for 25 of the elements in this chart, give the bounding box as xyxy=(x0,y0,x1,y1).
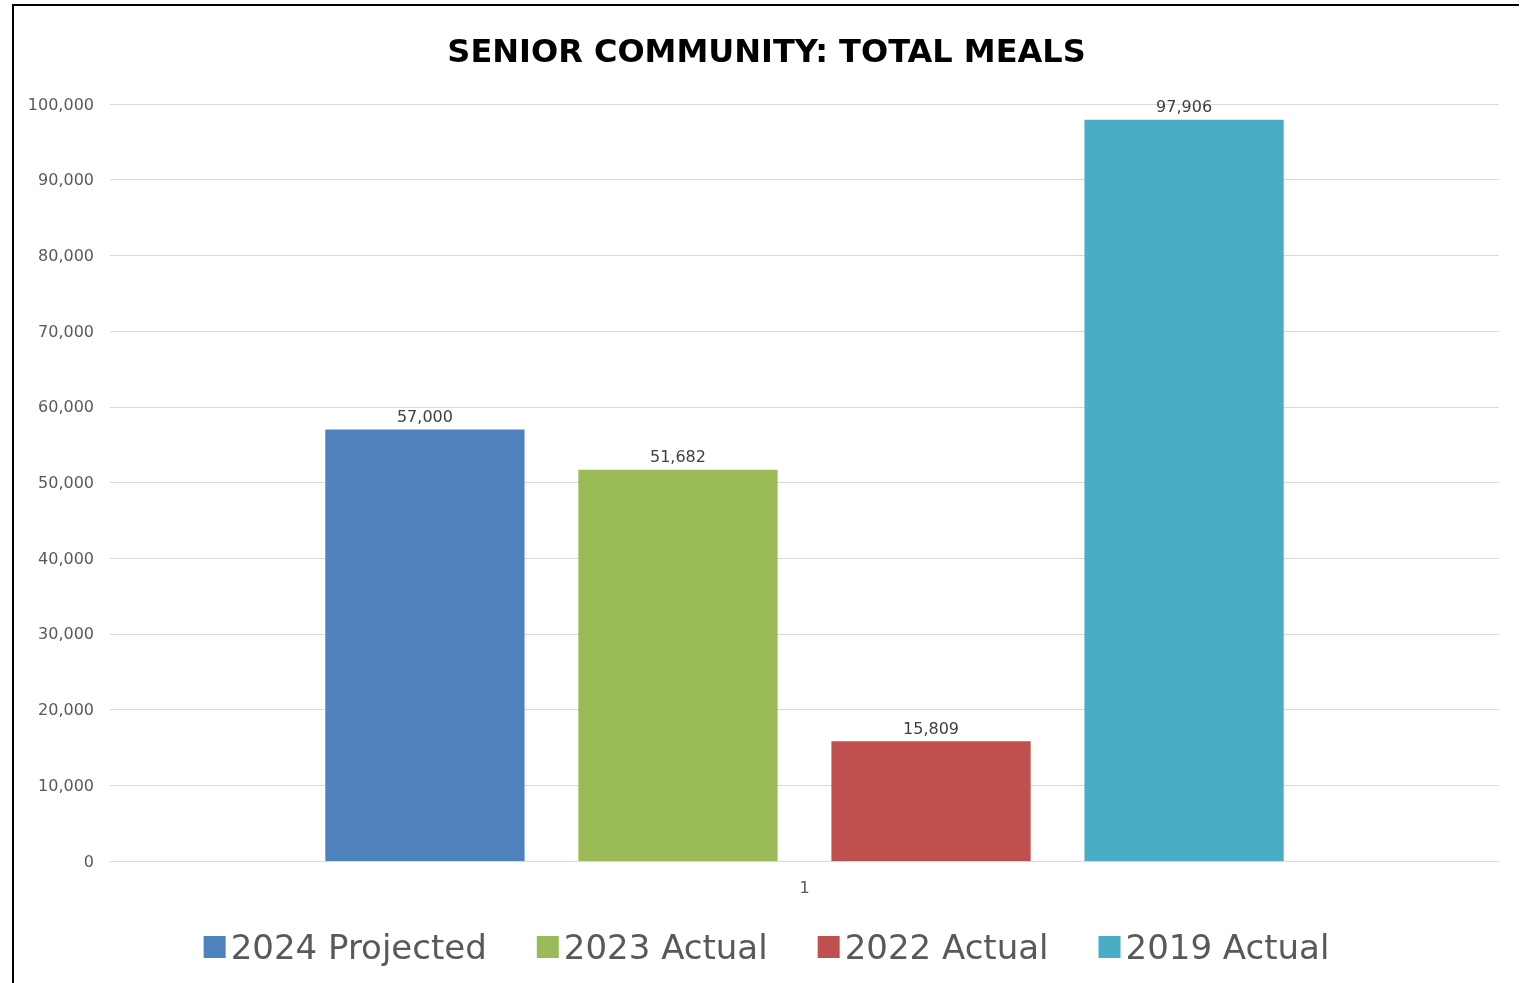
y-tick-label: 0 xyxy=(83,851,94,871)
y-tick-label: 90,000 xyxy=(38,170,94,190)
bar xyxy=(1084,119,1284,861)
bar xyxy=(325,429,525,861)
data-label: 57,000 xyxy=(396,407,453,427)
legend-label: 2024 Projected xyxy=(230,927,487,967)
legend-label: 2019 Actual xyxy=(1125,927,1330,967)
y-tick-label: 100,000 xyxy=(27,94,94,114)
y-tick-label: 50,000 xyxy=(38,473,94,492)
bar xyxy=(578,469,778,861)
data-label: 97,906 xyxy=(1156,97,1213,117)
data-label: 51,682 xyxy=(649,447,706,467)
x-tick-label: 1 xyxy=(799,877,810,897)
data-label: 15,809 xyxy=(903,718,960,738)
y-tick-label: 60,000 xyxy=(38,397,94,417)
y-tick-label: 70,000 xyxy=(38,321,94,341)
y-tick-label: 20,000 xyxy=(38,700,94,720)
y-tick-label: 10,000 xyxy=(38,775,94,795)
legend-label: 2022 Actual xyxy=(844,927,1049,967)
legend-label: 2023 Actual xyxy=(563,927,768,967)
y-tick-label: 40,000 xyxy=(38,548,94,568)
y-tick-label: 80,000 xyxy=(38,245,94,265)
chart-title: SENIOR COMMUNITY: TOTAL MEALS xyxy=(447,32,1086,70)
bar xyxy=(831,741,1031,861)
y-tick-label: 30,000 xyxy=(38,624,94,644)
